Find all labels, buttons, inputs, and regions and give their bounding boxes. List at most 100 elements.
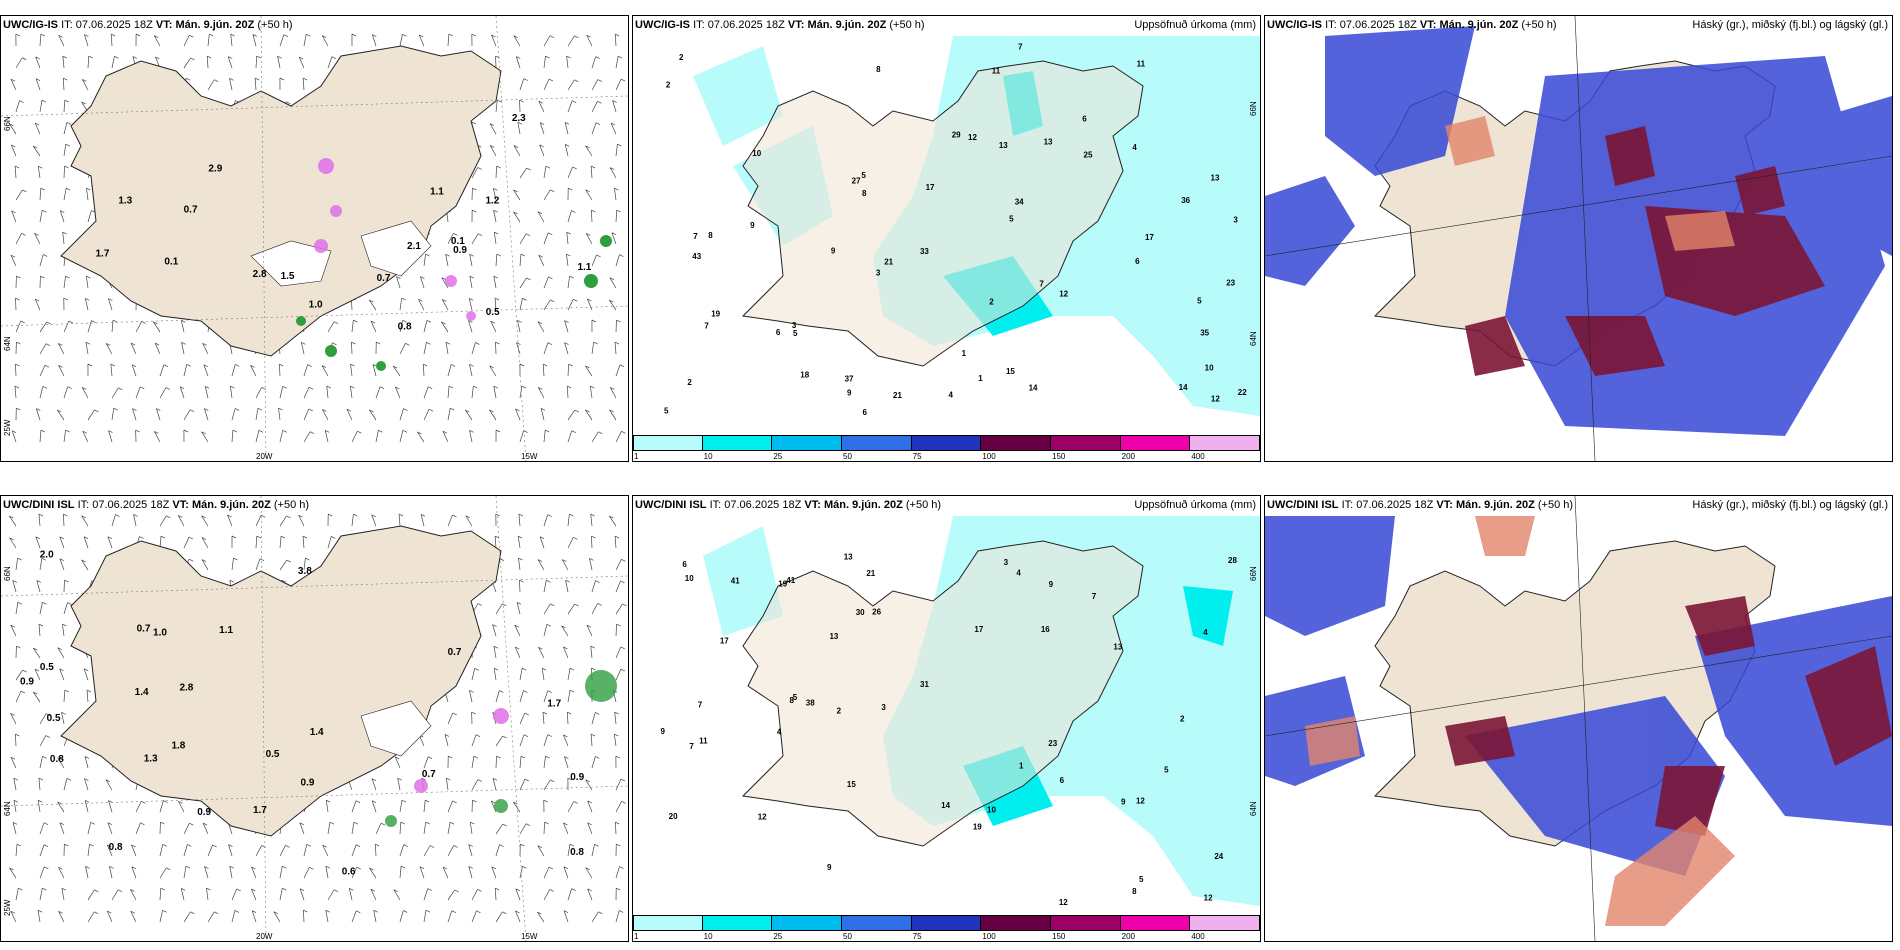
wind-barb-tick [569,275,574,279]
wind-barb-tick [499,558,504,561]
wind-barb-tick [622,603,627,607]
wind-barb [615,910,620,923]
wind-barb [493,668,497,681]
wind-barb-tick [16,843,22,847]
wind-barb-tick [21,233,26,236]
value-label: 27 [852,176,861,185]
wind-barb [519,78,525,91]
wind-barb [561,625,569,637]
wind-barb-tick [502,735,507,739]
value-label: 9 [831,246,836,255]
wind-barb-tick [518,535,523,539]
wind-barb-tick [597,79,603,82]
wind-barb [153,35,161,47]
wind-barb [12,822,17,835]
wind-barb [250,365,257,377]
wind-barb-tick [281,579,286,583]
wind-barb [539,536,545,549]
wind-barb-tick [306,844,312,847]
wind-barb-tick [561,625,566,629]
wind-barb-tick [590,165,596,169]
wind-barb [585,145,593,157]
wind-barb [495,690,500,703]
wind-barb-tick [538,100,543,104]
wind-barb [153,321,161,333]
wind-barb-tick [469,429,474,433]
wind-barb-tick [499,844,504,847]
wind-barb-tick [16,275,21,279]
wind-barb-tick [356,910,361,914]
wind-barb [609,277,617,289]
wind-barb [349,386,353,399]
wind-barb-tick [40,275,45,279]
wind-barb [84,778,89,791]
wind-barb-tick [494,297,500,301]
wind-barb-tick [84,756,90,759]
wind-barb [543,580,547,593]
wind-barb [15,363,17,377]
wind-barb-tick [16,341,21,345]
wind-barb-tick [403,910,408,913]
wind-barb-tick [84,778,89,781]
wind-barb [537,211,545,223]
lon-label: 15W [521,452,538,461]
wind-barb-tick [353,821,359,825]
wind-barb-tick [35,78,41,81]
wind-barb-tick [595,580,600,583]
wind-barb-tick [282,430,287,433]
wind-barb-tick [517,121,523,125]
wind-barb-tick [520,253,526,257]
value-label: 15 [1006,367,1015,376]
wind-barb [567,603,575,615]
wind-barb [252,34,257,47]
wind-barb-tick [590,385,595,389]
wind-barb [57,757,65,769]
wind-barb [609,167,617,179]
wind-barb-tick [36,408,41,411]
wind-barb-tick [279,363,284,367]
wind-barb-tick [14,165,20,169]
wind-barb-tick [212,844,217,848]
wind-barb [303,408,310,421]
wind-barb-tick [473,385,478,389]
wind-barb [39,558,43,571]
wind-barb [207,79,215,91]
value-label: 6 [1082,115,1087,124]
wind-barb [59,822,65,835]
value-label: 1 [978,374,983,383]
value-label: 15 [847,780,856,789]
wind-barb [303,34,307,47]
wind-barb [563,822,569,835]
wind-barb [63,778,68,791]
wind-barb-tick [526,167,531,171]
wind-barb [543,734,549,747]
wind-barb-tick [64,99,69,103]
value-label: 14 [941,801,950,810]
wind-barb-tick [153,321,158,325]
wind-barb-tick [298,514,303,518]
wind-barb-tick [590,645,595,649]
wind-barb-tick [299,888,305,891]
wind-barb [543,56,546,69]
wind-barb [86,188,89,201]
wind-barb-tick [333,889,339,892]
wind-barb [278,363,281,377]
wind-barb-tick [495,887,500,891]
wind-barb [59,668,65,681]
wind-barb-tick [233,557,238,561]
wind-barb [515,56,521,69]
wind-barb [86,690,89,703]
wind-barb [87,409,95,421]
wind-barb-tick [597,101,602,104]
colorbar-swatch [633,435,703,451]
wind-barb-tick [131,866,137,870]
wind-barb [38,624,41,637]
wind-barb [204,386,209,399]
wind-barb [564,122,569,135]
wind-barb-tick [181,341,186,345]
wind-barb [392,365,401,377]
wind-barb [83,668,89,681]
wind-barb-tick [357,430,362,434]
wind-barb-tick [537,845,542,849]
wind-barb [231,888,238,901]
